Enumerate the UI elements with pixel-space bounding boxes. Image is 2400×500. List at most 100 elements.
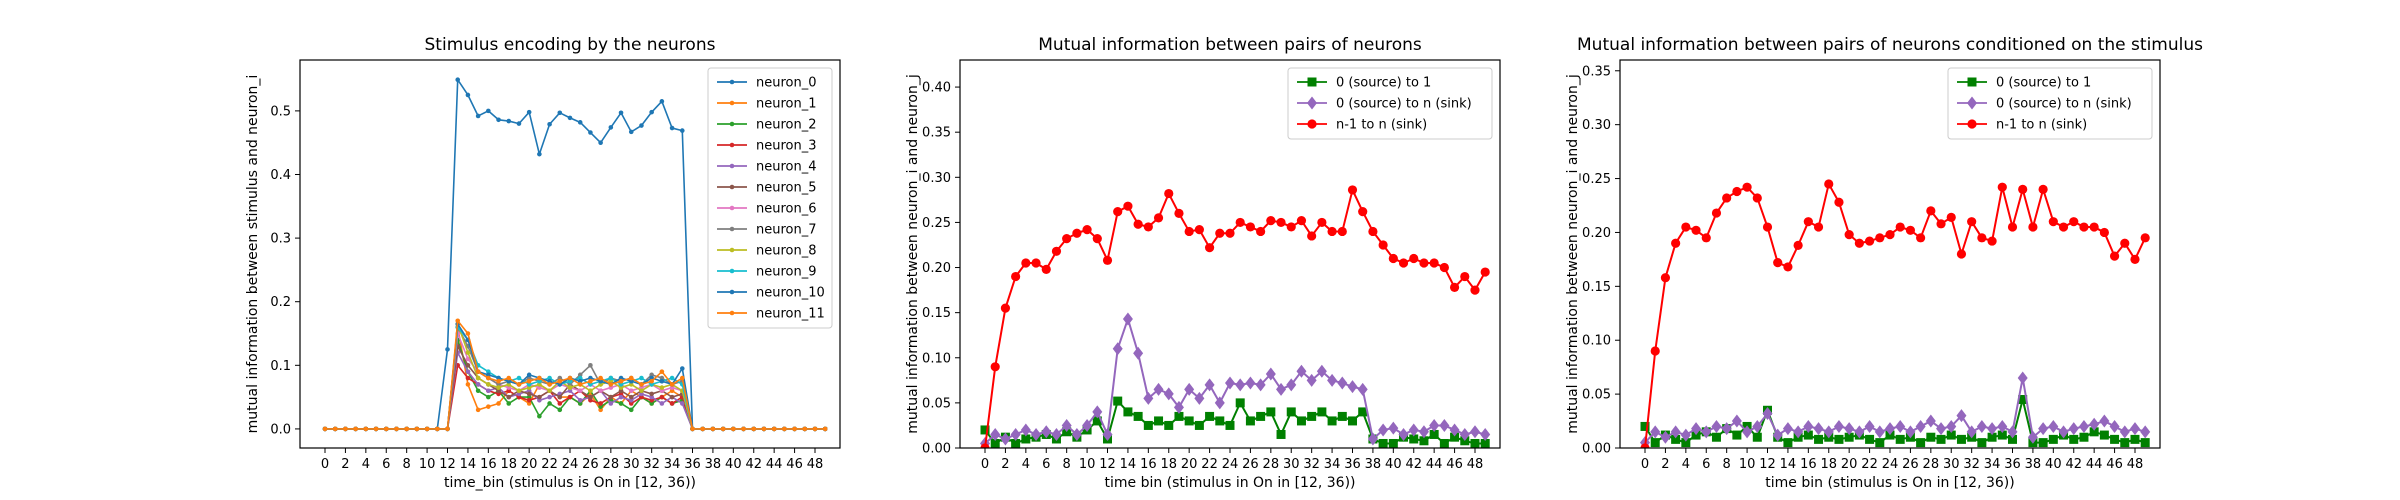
conditioned-series-1-point [1803,419,1814,433]
stimulus-series-1-point [598,407,603,413]
conditioned-series-1-point [1772,428,1783,442]
conditioned-series-1-point [2048,419,2059,433]
conditioned-series-0-point [1803,430,1813,440]
stimulus-series-11-point [475,369,481,374]
pairs-series-2-point [1204,243,1215,253]
conditioned-series-2-point [2038,184,2048,194]
stimulus-series-0-point [526,109,532,115]
conditioned-series-1-point [2017,371,2028,385]
pairs-series-2-point [1174,208,1184,218]
conditioned-series-0-point [2048,434,2058,444]
pairs-ytick-label: 0.00 [922,442,951,457]
stimulus-series-11-point [414,426,420,432]
pairs-legend: 0 (source) to 1 0 (source) to n (sink) n-1… [1287,67,1493,140]
stimulus-xtick-label: 10 [419,457,436,472]
pairs-series-2-point [1296,216,1307,226]
stimulus-series-11-point [761,426,767,432]
conditioned-ytick-label: 0.10 [1582,334,1611,349]
pairs-series-0-point [1021,434,1031,444]
stimulus-series-11-point [373,426,379,432]
pairs-series-2-point [1317,217,1327,228]
conditioned-series-1-point [1701,425,1712,439]
pairs-xtick-label: 0 [981,457,989,472]
stimulus-series-0-point [588,130,593,135]
stimulus-series-11-point [404,426,409,432]
pairs-series-2-point [1276,217,1286,228]
pairs-series-1-point [1082,418,1093,432]
stimulus-legend-label: neuron_4 [756,160,817,175]
stimulus-series-1-point [526,401,532,406]
pairs-series-1-point [1439,418,1450,432]
stimulus-ytick-label: 0.2 [270,295,291,310]
conditioned-series-0-point [1956,434,1966,444]
stimulus-xtick-label: 44 [766,457,783,472]
stimulus-xtick-label: 22 [541,457,558,472]
stimulus-series-10-point [618,375,624,381]
pairs-legend-label: n-1 to n (sink) [1336,118,1427,133]
conditioned-series-2-point [1732,186,1742,197]
pairs-xtick-label: 30 [1283,457,1300,472]
stimulus-series-11-point [598,375,603,381]
stimulus-xtick-label: 24 [562,457,579,472]
conditioned-series-1-point [2129,422,2140,436]
stimulus-xtick-label: 32 [643,457,660,472]
stimulus-series-3-point [496,391,501,397]
conditioned-series-0-point [1711,432,1721,442]
pairs-series-2-point [1449,282,1460,292]
conditioned-xtick-label: 2 [1661,457,1669,472]
stimulus-series-9-point [516,375,522,381]
stimulus-series-11 [322,318,828,432]
pairs-xtick-label: 36 [1344,457,1361,472]
conditioned-series-0-point [1895,434,1905,444]
pairs-series-2-point [1031,258,1041,268]
stimulus-series-4-point [679,401,685,406]
pairs-xtick-label: 20 [1181,457,1198,472]
conditioned-series-2-point [1803,217,1813,227]
stimulus-series-11-point [486,375,491,381]
stimulus-series-11-point [434,426,440,432]
conditioned-series-2-point [1834,197,1844,207]
pairs-series-2-point [1153,213,1164,223]
stimulus-series-4-point [516,391,522,397]
stimulus-series-8-point [526,385,532,390]
stimulus-series-7-point [496,382,501,387]
stimulus-legend-label: neuron_5 [756,181,817,196]
stimulus-ytick-label: 0.1 [270,359,291,374]
stimulus-legend-marker [729,205,735,211]
pairs-series-1-point [1255,378,1266,392]
conditioned-ytick-label: 0.15 [1582,280,1611,295]
stimulus-series-2-point [537,413,542,419]
stimulus-series-5-point [628,394,634,400]
stimulus-series-11-point [710,426,716,432]
pairs-series-1-point [1459,427,1470,441]
stimulus-series-11-point [424,426,430,432]
pairs-series-1-point [1184,382,1195,396]
stimulus-series-8-point [506,382,512,387]
stimulus-ytick-label: 0.3 [270,232,291,247]
pairs-series-0-point [1317,407,1327,417]
conditioned-xtick-label: 26 [1902,457,1919,472]
conditioned-series-2-point [2018,184,2028,194]
stimulus-series-0-point [496,117,501,123]
conditioned-series-0-point [2130,434,2140,444]
stimulus-series-7-point [557,375,563,381]
pairs-series-0-point [1439,438,1449,448]
pairs-series-2-point [1194,225,1204,235]
pairs-series-1-point [1276,382,1287,396]
pairs-series-1-point [1327,373,1338,387]
conditioned-series-1-point [1936,422,1947,436]
stimulus-series-3-point [659,394,665,400]
pairs-series-0-point [1429,429,1439,439]
pairs-legend-marker [1307,119,1317,129]
pairs-series-2-point [1307,231,1317,241]
conditioned-series-0-point [1732,430,1742,440]
conditioned-series-0-point [1671,434,1681,444]
stimulus-series-8-point [567,385,573,390]
stimulus-series-6-point [659,388,665,394]
stimulus-series-0-point [567,115,573,121]
pairs-series-2-point [1235,217,1245,228]
pairs-xtick-label: 16 [1140,457,1157,472]
stimulus-legend: neuron_0 neuron_1 neuron_2 neuron_3 neuron_4… [707,67,833,329]
conditioned-series-2-point [1987,236,1997,246]
